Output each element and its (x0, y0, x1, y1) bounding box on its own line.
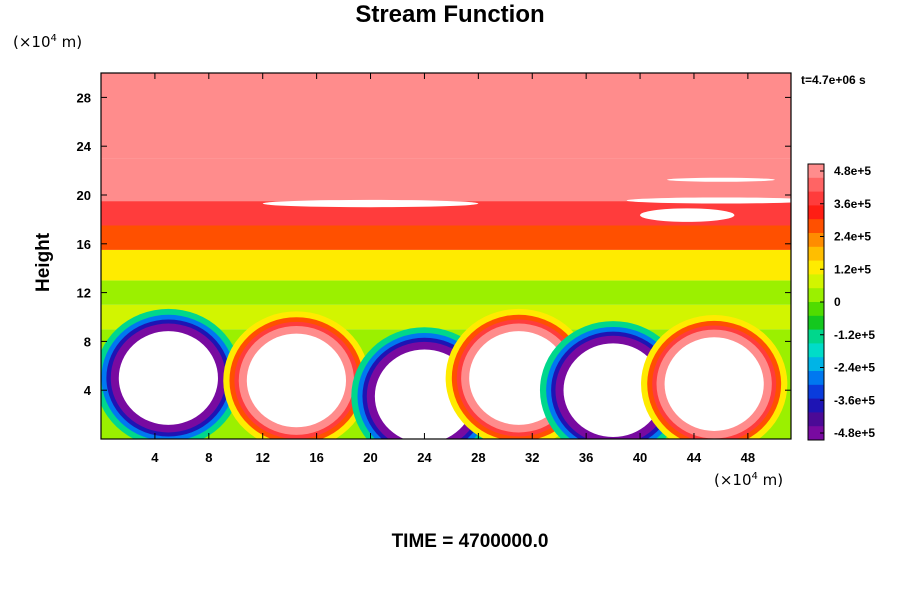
field-band-3 (101, 280, 791, 305)
colorbar-swatch (808, 426, 824, 441)
colorbar-swatch (808, 219, 824, 234)
colorbar-tick-label: -4.8e+5 (834, 426, 875, 440)
y-tick-label: 28 (77, 90, 91, 105)
cell-core (118, 331, 218, 425)
plot-frame (100, 72, 792, 440)
field-band-4 (101, 249, 791, 281)
colorbar-swatch (808, 384, 824, 400)
x-tick-label: 40 (633, 450, 647, 465)
colorbar-swatch (808, 412, 824, 427)
x-tick-label: 44 (687, 450, 702, 465)
colorbar-swatch (808, 191, 824, 206)
colorbar-tick-label: 0 (834, 295, 841, 309)
field-band-2 (101, 304, 791, 330)
field-band-5 (101, 225, 791, 250)
saturated-patch-3 (626, 197, 791, 204)
field-band-8 (101, 73, 791, 159)
colorbar-tick-label: -3.6e+5 (834, 393, 875, 407)
colorbar-swatch (808, 329, 824, 344)
x-tick-label: 28 (471, 450, 485, 465)
colorbar-tick-label: 2.4e+5 (834, 230, 871, 244)
colorbar-swatch (808, 246, 824, 262)
x-tick-label: 16 (309, 450, 323, 465)
colorbar-swatch (808, 343, 824, 358)
x-tick-label: 8 (205, 450, 212, 465)
colorbar-tick-label: -2.4e+5 (834, 361, 875, 375)
y-tick-label: 8 (84, 334, 91, 349)
colorbar-swatch (808, 233, 824, 248)
x-tick-label: 32 (525, 450, 539, 465)
x-tick-label: 20 (363, 450, 377, 465)
saturated-patch-2 (640, 208, 735, 222)
colorbar-swatch (808, 357, 824, 372)
saturated-patch-1 (667, 177, 775, 182)
colorbar-swatch (808, 288, 824, 303)
colorbar-tick-label: 4.8e+5 (834, 164, 871, 178)
x-tick-label: 24 (417, 450, 432, 465)
y-axis-unit: (×104 m) (13, 33, 83, 51)
colorbar-tick-label: 3.6e+5 (834, 197, 871, 211)
cell-core (563, 343, 663, 438)
colorbar-tick-label: -1.2e+5 (834, 328, 875, 342)
colorbar-swatch (808, 260, 824, 275)
circulation-cell-1 (223, 311, 370, 439)
time-annotation: t=4.7e+06 s (801, 73, 866, 87)
colorbar-swatch (808, 371, 824, 386)
colorbar: 4.8e+5 3.6e+5 2.4e+5 1.2e+5 0 -1.2e+5 -2.4e+5 -… (807, 163, 875, 441)
colorbar-swatch (808, 164, 824, 179)
y-tick-label: 20 (77, 188, 91, 203)
x-tick-label: 48 (741, 450, 755, 465)
y-tick-label: 24 (77, 139, 92, 154)
cell-core (664, 337, 764, 431)
circulation-cell-0 (101, 308, 242, 439)
colorbar-swatch (808, 315, 824, 331)
colorbar-swatch (808, 177, 824, 193)
x-tick-label: 12 (255, 450, 269, 465)
plot-area (101, 73, 791, 439)
x-tick-label: 36 (579, 450, 593, 465)
x-tick-label: 4 (151, 450, 159, 465)
saturated-patch-0 (262, 199, 479, 208)
time-footer: TIME = 4700000.0 (391, 531, 549, 552)
colorbar-swatch (808, 205, 824, 220)
chart-title: Stream Function (355, 1, 545, 28)
y-tick-label: 16 (77, 237, 91, 252)
cell-core (246, 333, 347, 428)
circulation-cell-4 (539, 321, 687, 439)
y-tick-label: 4 (84, 383, 92, 398)
colorbar-swatch (808, 274, 824, 289)
y-tick-label: 12 (77, 286, 91, 301)
colorbar-tick-label: 1.2e+5 (834, 262, 871, 276)
colorbar-swatch (808, 302, 824, 317)
colorbar-swatch (808, 398, 824, 413)
circulation-cell-5 (641, 315, 788, 439)
x-axis-unit: (×104 m) (714, 471, 784, 489)
